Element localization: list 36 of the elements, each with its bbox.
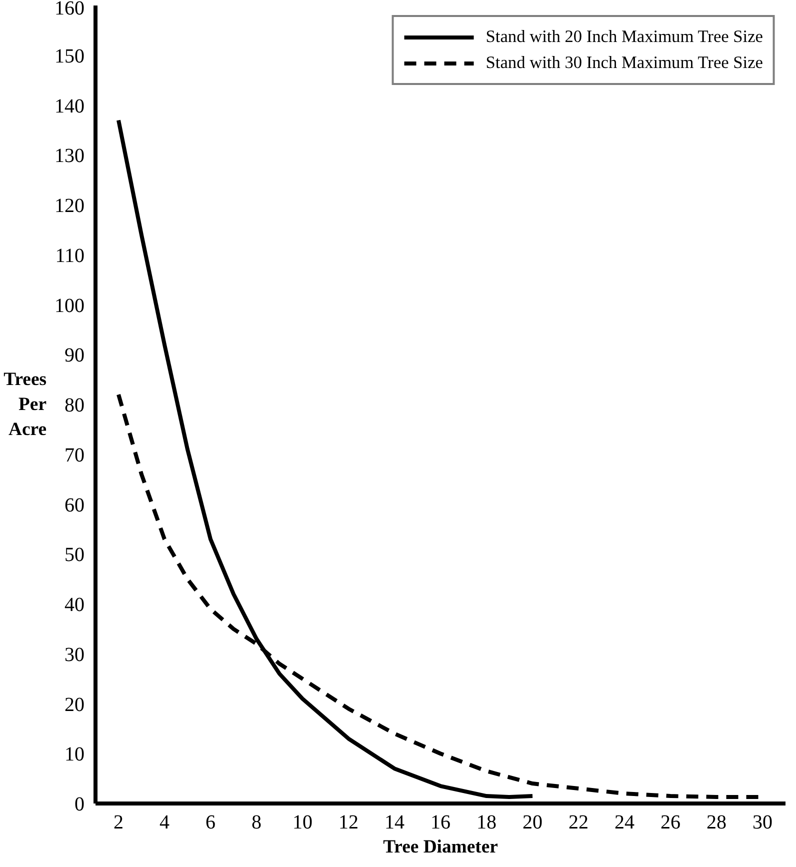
y-tick-label: 100 bbox=[54, 294, 84, 317]
x-tick-label: 4 bbox=[160, 812, 170, 834]
x-tick-label: 28 bbox=[706, 812, 726, 834]
x-tick-label: 30 bbox=[752, 812, 772, 834]
y-tick-label: 40 bbox=[64, 594, 84, 616]
x-tick-label: 24 bbox=[614, 812, 634, 834]
x-tick-label: 12 bbox=[338, 812, 358, 834]
y-tick-label: 60 bbox=[64, 494, 84, 516]
y-tick-label: 50 bbox=[64, 544, 84, 566]
y-tick-label: 130 bbox=[54, 145, 84, 168]
y-tick-label: 0 bbox=[74, 794, 84, 816]
y-tick-label: 70 bbox=[64, 444, 84, 466]
y-axis-title: Trees Per Acre bbox=[4, 368, 47, 440]
x-tick-label: 8 bbox=[252, 812, 262, 834]
x-axis-title: Tree Diameter bbox=[383, 836, 498, 858]
x-tick-label: 18 bbox=[476, 812, 496, 834]
x-tick-label: 20 bbox=[522, 812, 542, 834]
y-tick-label: 90 bbox=[64, 344, 84, 367]
x-tick-label: 14 bbox=[384, 812, 404, 834]
x-tick-label: 6 bbox=[206, 812, 216, 834]
y-tick-label: 30 bbox=[64, 644, 84, 666]
x-tick-label: 10 bbox=[292, 812, 312, 834]
y-tick-label: 110 bbox=[55, 244, 85, 267]
y-tick-label: 160 bbox=[54, 0, 84, 20]
y-tick-label: 120 bbox=[54, 195, 84, 217]
y-tick-label: 10 bbox=[64, 744, 84, 766]
x-tick-label: 16 bbox=[430, 812, 450, 834]
x-tick-label: 2 bbox=[114, 812, 124, 834]
legend-label: Stand with 20 Inch Maximum Tree Size bbox=[486, 27, 763, 47]
legend-label: Stand with 30 Inch Maximum Tree Size bbox=[486, 53, 763, 73]
y-tick-label: 80 bbox=[64, 394, 84, 416]
x-tick-label: 22 bbox=[568, 812, 588, 834]
x-tick-label: 26 bbox=[660, 812, 680, 834]
y-tick-label: 20 bbox=[64, 694, 84, 716]
y-tick-label: 140 bbox=[54, 95, 84, 118]
y-tick-label: 150 bbox=[54, 45, 84, 68]
